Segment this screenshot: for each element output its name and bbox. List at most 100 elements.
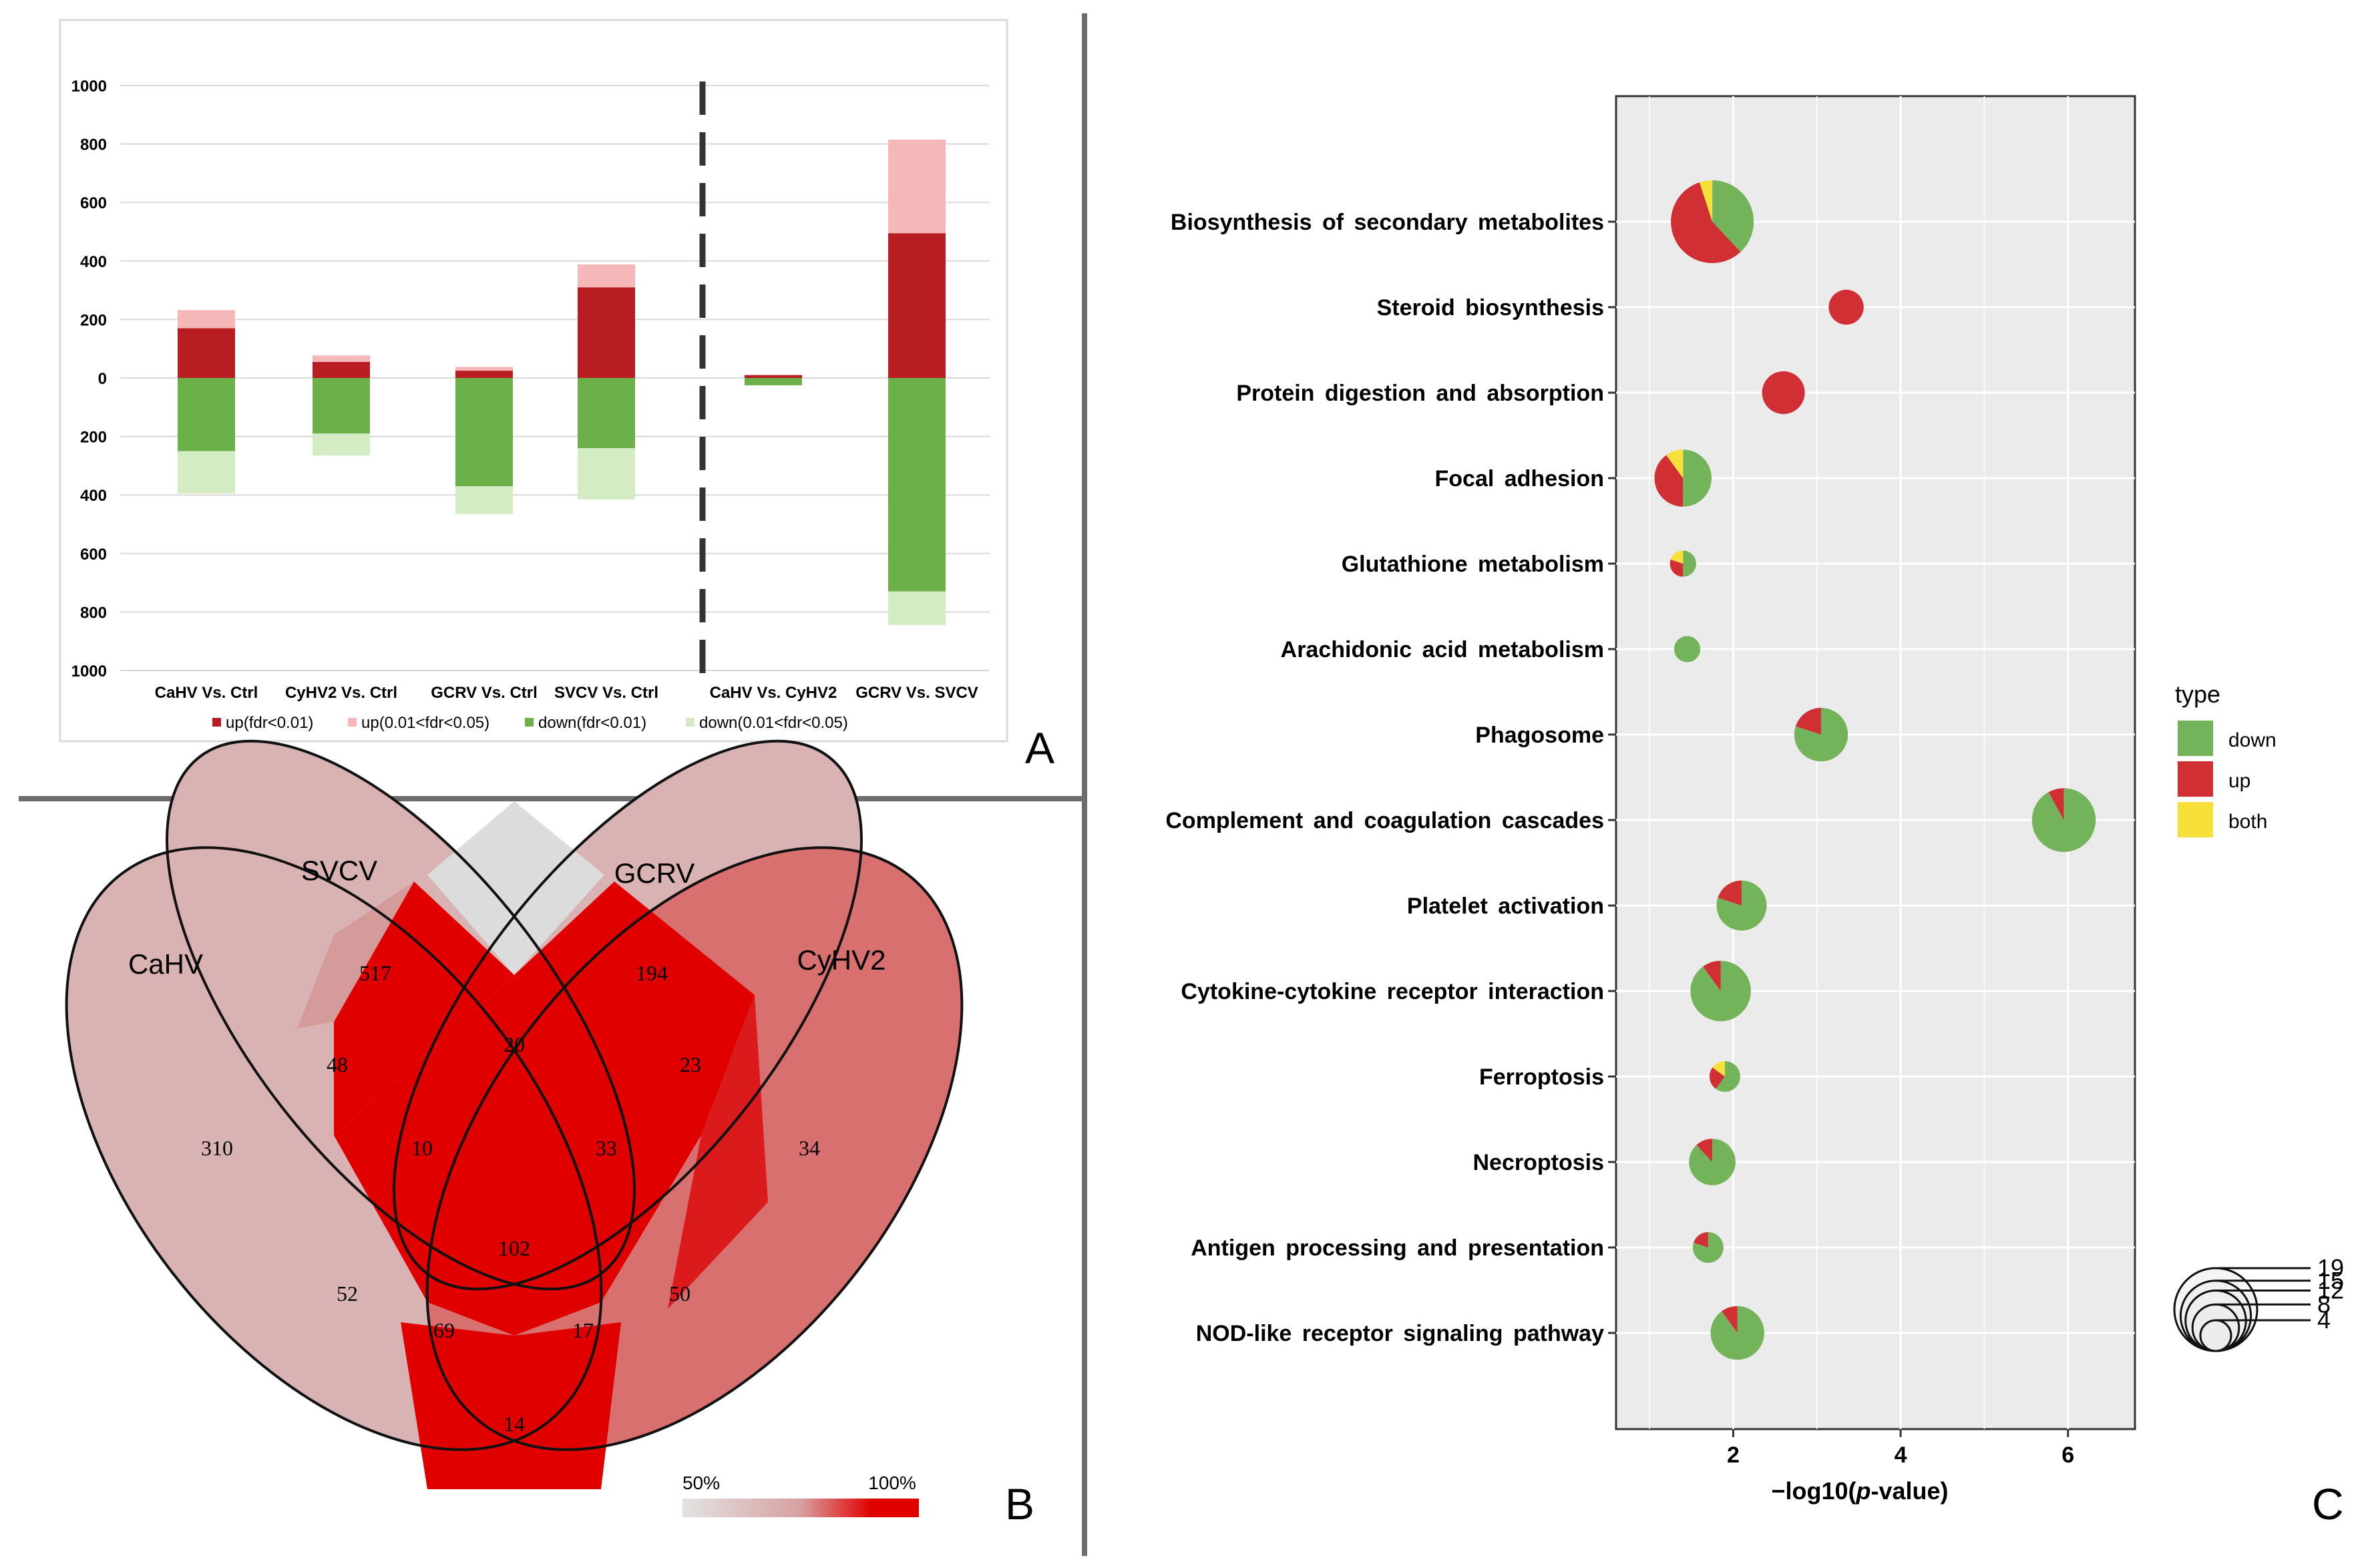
venn-core — [668, 995, 768, 1309]
a-bar-segment — [578, 287, 635, 378]
c-x-tick-label: 2 — [1727, 1442, 1740, 1468]
a-bar-segment — [313, 355, 370, 362]
panel-a-legend: up(fdr<0.01) up(0.01<fdr<0.05) down(fdr<0.… — [212, 714, 848, 732]
c-size-label: 15 — [2317, 1267, 2344, 1294]
c-pie-slice — [1692, 1232, 1724, 1263]
panel-a-frame — [59, 19, 1008, 743]
c-pie-slice — [1693, 1232, 1708, 1247]
venn-outline — [65, 846, 603, 1451]
a-y-tick-label: 600 — [80, 546, 107, 564]
venn-count: 48 — [327, 1052, 348, 1076]
c-pie-slice — [2048, 788, 2064, 820]
a-bar-segment — [888, 140, 946, 234]
panel-a-x-axis: CaHV Vs. Ctrl CyHV2 Vs. Ctrl GCRV Vs. Ctrl… — [155, 684, 978, 702]
venn-count: 17 — [572, 1318, 594, 1342]
a-category-label: CaHV Vs. CyHV2 — [710, 684, 837, 702]
panel-b-letter: B — [1005, 1479, 1034, 1529]
panel-a-bar-chart: 1000 800 600 400 200 0 200 400 600 800 1000 CaHV V… — [59, 19, 1054, 773]
a-bar-segment — [178, 378, 235, 451]
a-bar-segment — [578, 448, 635, 500]
c-pie-slice — [1716, 1061, 1740, 1092]
a-bar-segment — [888, 378, 946, 592]
a-bar-segment — [455, 367, 513, 371]
venn-outlines — [65, 739, 964, 1451]
venn-count: 23 — [680, 1052, 701, 1076]
a-y-tick-label: 1000 — [71, 662, 107, 680]
c-legend-label: down — [2228, 729, 2277, 751]
c-pie-slice — [1683, 449, 1712, 507]
a-legend-swatch — [348, 718, 357, 727]
venn-set-name: CyHV2 — [797, 944, 885, 976]
a-bar-segment — [178, 451, 235, 494]
panel-c-gridlines — [1616, 96, 2135, 1429]
a-bar-segment — [178, 310, 235, 329]
c-pathway-label: Necroptosis — [1473, 1150, 1605, 1175]
venn-core — [427, 801, 604, 975]
c-pie-slice — [1666, 449, 1684, 478]
venn-count: 102 — [498, 1236, 530, 1260]
venn-core — [334, 975, 701, 1336]
c-pie-slice — [1828, 289, 1864, 325]
venn-count: 69 — [433, 1318, 455, 1342]
a-y-tick-label: 200 — [80, 429, 107, 447]
c-legend-swatch — [2176, 760, 2214, 798]
a-y-tick-label: 800 — [80, 604, 107, 622]
a-legend-label: up(fdr<0.01) — [226, 714, 313, 732]
a-bar-segment — [578, 264, 635, 288]
c-size-label: 4 — [2317, 1306, 2331, 1334]
c-pie-slice — [1709, 1067, 1725, 1089]
c-pie-slice — [1669, 559, 1684, 577]
c-pie-slice — [1671, 182, 1741, 264]
a-y-tick-label: 800 — [80, 136, 107, 154]
panel-c-pathway-labels: Biosynthesis of secondary metabolites Ste… — [1165, 210, 1616, 1346]
c-pie-slice — [1712, 180, 1754, 252]
panel-a-gridlines — [120, 85, 990, 671]
a-y-tick-label: 600 — [80, 194, 107, 212]
venn-count: 52 — [337, 1282, 358, 1306]
c-pathway-label: Platelet activation — [1407, 894, 1604, 919]
venn-core — [297, 881, 414, 1028]
venn-count: 194 — [636, 961, 668, 985]
a-y-tick-label: 400 — [80, 487, 107, 505]
c-pie-slice — [1689, 1139, 1736, 1185]
a-y-tick-label: 200 — [80, 311, 107, 329]
venn-count: 14 — [504, 1412, 525, 1436]
venn-core — [514, 881, 755, 1135]
venn-set-name: CaHV — [128, 948, 203, 980]
venn-core — [401, 1322, 621, 1489]
a-bar-segment — [888, 591, 946, 626]
c-pathway-label: Steroid biosynthesis — [1377, 295, 1604, 321]
a-category-label: CyHV2 Vs. Ctrl — [285, 684, 397, 702]
venn-set-names: CaHV SVCV GCRV CyHV2 — [128, 855, 886, 980]
panel-c-letter: C — [2312, 1479, 2344, 1529]
c-pathway-label: Antigen processing and presentation — [1191, 1235, 1604, 1261]
a-bar-segment — [313, 378, 370, 434]
c-legend-swatch — [2176, 801, 2214, 839]
venn-outline — [393, 739, 863, 1291]
a-bar-segment — [313, 361, 370, 378]
panel-a-bars — [178, 140, 946, 626]
a-y-tick-label: 400 — [80, 253, 107, 271]
c-pie-slice — [1690, 960, 1751, 1022]
c-pathway-label: Ferroptosis — [1479, 1064, 1604, 1090]
colorbar-high-label: 100% — [868, 1473, 916, 1493]
c-pie-slice — [2031, 788, 2096, 852]
panel-a-letter: A — [1025, 723, 1054, 773]
c-legend-title: type — [2175, 680, 2220, 708]
a-category-label: GCRV Vs. SVCV — [855, 684, 978, 702]
panel-b-venn: 310 517 194 34 48 20 23 10 33 102 52 50 69 17 14 CaHV S… — [65, 739, 1034, 1529]
c-pie-slice — [1722, 1306, 1738, 1333]
c-pathway-label: Focal adhesion — [1435, 466, 1605, 492]
c-size-circle — [2199, 1319, 2232, 1352]
c-pathway-label: Arachidonic acid metabolism — [1281, 637, 1604, 662]
venn-count: 34 — [799, 1136, 820, 1160]
c-pie-slice — [1683, 550, 1696, 577]
a-bar-segment — [455, 371, 513, 378]
a-category-label: SVCV Vs. Ctrl — [554, 684, 658, 702]
panel-c-pies — [1654, 180, 2096, 1360]
c-pathway-label: NOD-like receptor signaling pathway — [1196, 1321, 1604, 1346]
venn-set-name: GCRV — [614, 857, 695, 889]
a-category-label: GCRV Vs. Ctrl — [431, 684, 538, 702]
c-pie-slice — [1762, 371, 1805, 415]
